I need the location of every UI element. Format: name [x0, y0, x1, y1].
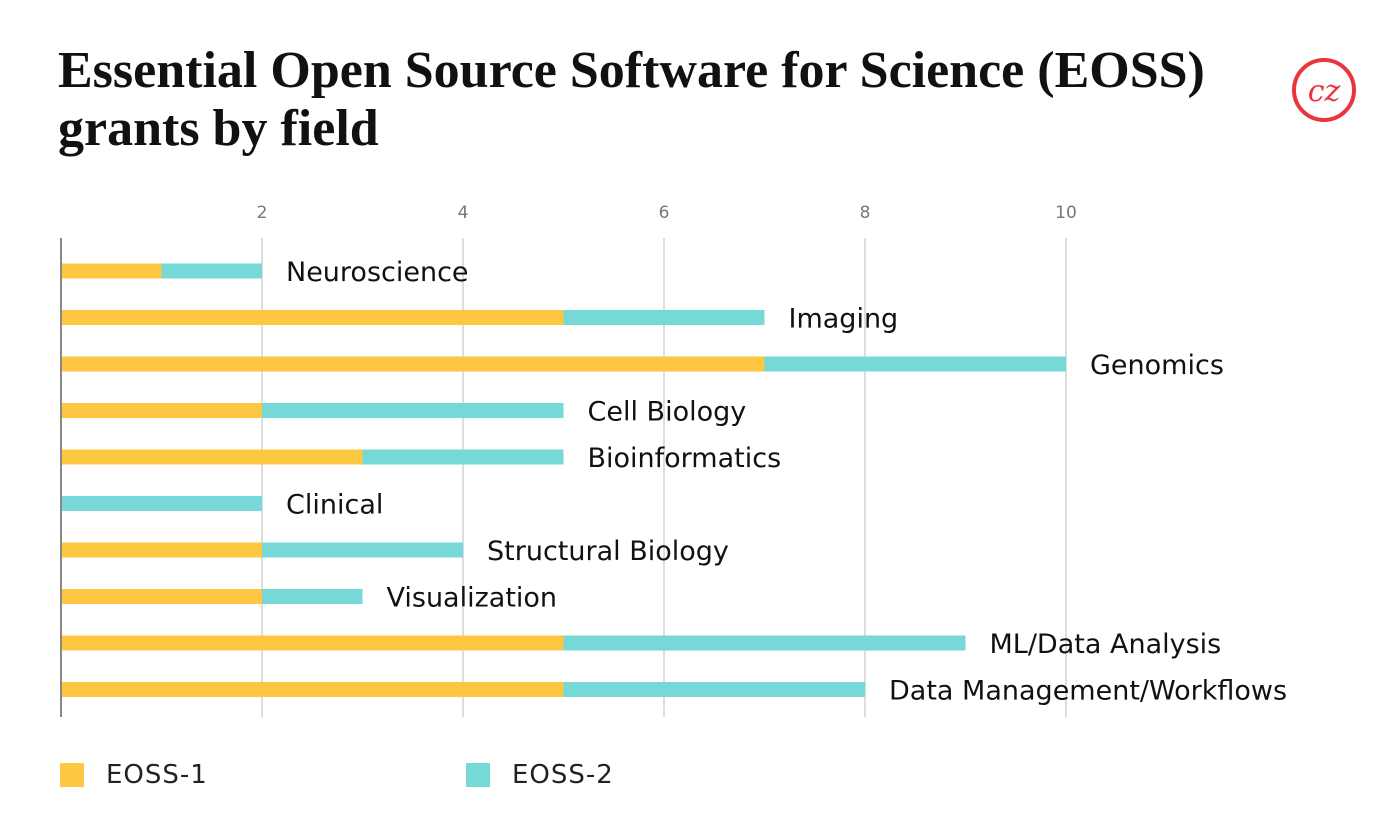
legend-item-eoss-1: EOSS-1 — [60, 758, 208, 792]
category-label-0: Neuroscience — [286, 257, 469, 288]
legend-label-eoss-1: EOSS-1 — [106, 760, 208, 790]
bar-eoss-1-4 — [61, 449, 363, 465]
x-tick-label-10: 10 — [1055, 203, 1077, 223]
chart-title: Essential Open Source Software for Scien… — [58, 42, 1205, 157]
bar-eoss-2-7 — [262, 589, 363, 604]
legend-label-eoss-2: EOSS-2 — [512, 760, 614, 790]
bar-eoss-1-3 — [61, 403, 262, 418]
chart-plot: 2 4 6 8 10 Neuroscience Imaging Genomics Cell Bi… — [60, 203, 1287, 717]
legend-item-eoss-2: EOSS-2 — [466, 758, 614, 792]
x-tick-label-8: 8 — [860, 203, 871, 223]
bar-eoss-2-3 — [262, 403, 564, 418]
bar-eoss-2-4 — [362, 449, 564, 465]
bar-eoss-2-0 — [161, 263, 262, 279]
bar-eoss-2-9 — [563, 682, 865, 697]
bar-eoss-2-5 — [61, 496, 262, 511]
category-label-7: Visualization — [387, 583, 558, 614]
category-label-8: ML/Data Analysis — [990, 629, 1222, 660]
bar-eoss-2-2 — [764, 356, 1066, 372]
x-tick-label-6: 6 — [659, 203, 670, 223]
bar-eoss-2-1 — [563, 310, 765, 325]
category-label-9: Data Management/Workflows — [889, 676, 1287, 707]
legend-swatch-eoss-2 — [466, 763, 490, 787]
svg-text:cz: cz — [1308, 74, 1341, 109]
bar-eoss-1-1 — [61, 310, 564, 325]
category-label-4: Bioinformatics — [588, 443, 782, 474]
bar-eoss-1-6 — [61, 542, 262, 558]
bar-eoss-2-8 — [563, 635, 966, 651]
x-tick-label-4: 4 — [458, 203, 469, 223]
x-tick-label-2: 2 — [257, 203, 268, 223]
category-label-5: Clinical — [286, 490, 383, 521]
cz-logo-icon: cz — [1292, 58, 1356, 122]
bar-eoss-2-6 — [262, 542, 463, 558]
bar-eoss-1-8 — [61, 635, 564, 651]
bar-eoss-1-0 — [61, 263, 162, 279]
bar-eoss-1-9 — [61, 682, 564, 697]
category-label-6: Structural Biology — [487, 536, 729, 567]
bar-eoss-1-2 — [61, 356, 765, 372]
category-label-3: Cell Biology — [588, 397, 747, 428]
legend-swatch-eoss-1 — [60, 763, 84, 787]
bar-eoss-1-7 — [61, 589, 262, 604]
category-label-1: Imaging — [789, 304, 899, 335]
category-label-2: Genomics — [1090, 350, 1224, 381]
